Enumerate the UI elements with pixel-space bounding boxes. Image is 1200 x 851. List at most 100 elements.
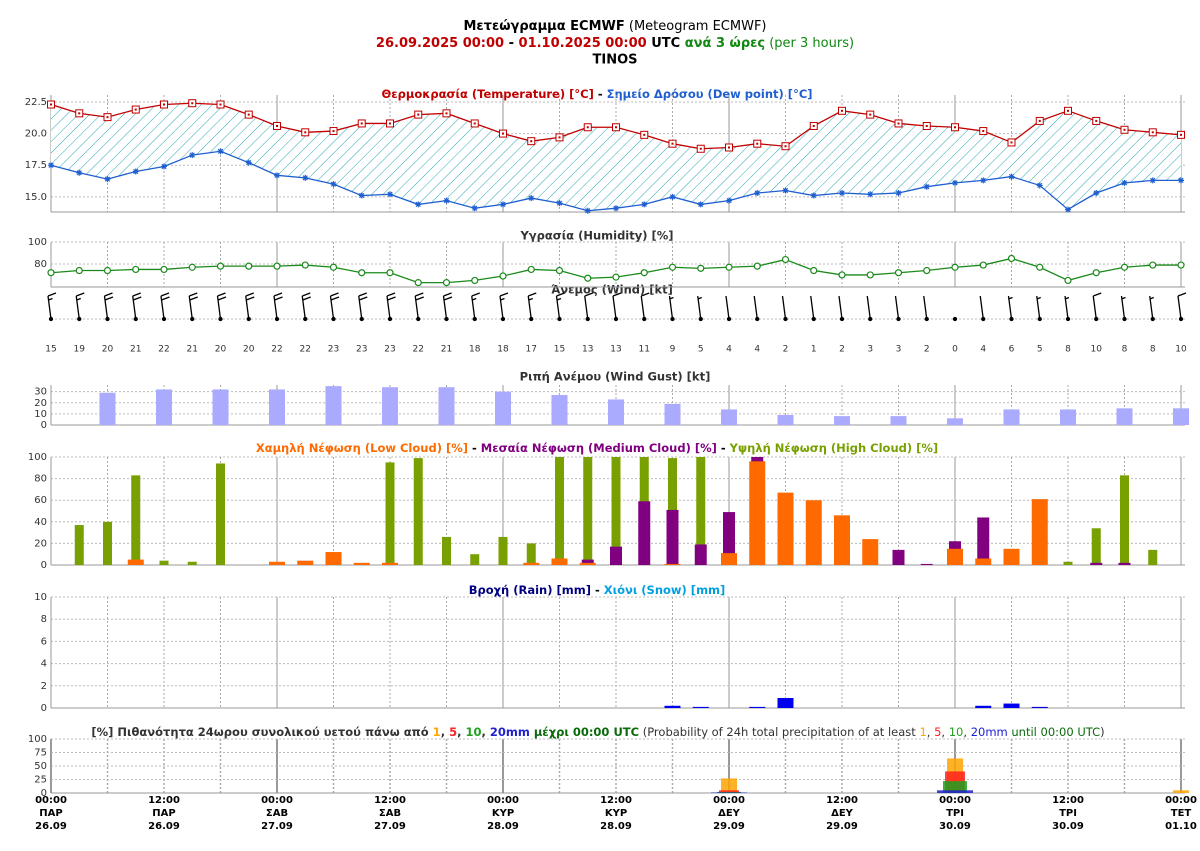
panel-title: Θερμοκρασία (Temperature) [°C] - Σημείο … <box>381 87 812 101</box>
barb-flag <box>669 296 674 300</box>
wind-speed-label: 23 <box>384 345 395 355</box>
barb-flag <box>245 292 254 297</box>
bar <box>385 462 395 565</box>
wind-speed-label: 4 <box>726 345 732 355</box>
bar <box>325 552 342 565</box>
barb-flag <box>132 292 141 297</box>
marker <box>188 263 196 271</box>
marker <box>329 263 338 271</box>
bar <box>1063 561 1073 565</box>
bar <box>975 558 992 565</box>
bar <box>551 558 568 565</box>
marker <box>641 201 648 208</box>
marker <box>357 119 366 128</box>
wind-speed-label: 22 <box>158 345 169 355</box>
bar <box>717 791 741 793</box>
y-tick-label: 0 <box>41 703 47 714</box>
marker <box>612 273 620 281</box>
bar <box>127 559 144 565</box>
marker <box>527 137 536 146</box>
marker <box>1093 190 1100 197</box>
barb-flag <box>528 297 533 301</box>
marker <box>1092 269 1100 277</box>
marker <box>697 201 704 208</box>
y-tick-label: 8 <box>41 614 47 625</box>
wind-barb <box>952 316 958 322</box>
marker-dot <box>78 112 81 115</box>
wind-barb <box>1092 292 1102 322</box>
x-tick-label: 30.09 <box>1052 821 1084 832</box>
wind-speed-label: 22 <box>300 345 311 355</box>
barb-flag <box>160 292 170 297</box>
wind-barb <box>640 292 650 322</box>
barb-flag <box>1064 296 1070 300</box>
panel-title: Χαμηλή Νέφωση (Low Cloud) [%] - Μεσαία Ν… <box>256 441 938 455</box>
y-tick-label: 17.5 <box>25 160 47 171</box>
bar <box>216 463 225 565</box>
bar <box>325 386 342 425</box>
bar <box>1003 703 1020 708</box>
bar <box>862 539 879 565</box>
wind-barb <box>301 292 311 322</box>
marker <box>725 143 733 152</box>
marker-dot <box>1180 133 1182 136</box>
wind-speed-label: 0 <box>952 345 958 355</box>
marker <box>245 159 252 166</box>
marker-dot <box>191 102 194 105</box>
barb-flag <box>500 297 505 301</box>
marker <box>1035 116 1044 125</box>
marker-dot <box>389 122 391 125</box>
marker <box>500 201 506 208</box>
wind-speed-label: 4 <box>754 345 760 355</box>
wind-speed-label: 15 <box>554 345 565 355</box>
wind-speed-label: 21 <box>441 345 452 355</box>
marker <box>1149 261 1157 269</box>
wind-speed-label: 20 <box>243 345 255 355</box>
marker-dot <box>841 109 843 112</box>
marker <box>499 129 507 138</box>
wind-barb <box>386 292 396 322</box>
wind-speed-label: 9 <box>670 345 676 355</box>
bar <box>721 778 737 793</box>
wind-barb <box>1007 295 1014 322</box>
bar <box>1148 549 1158 565</box>
marker <box>414 279 422 287</box>
marker <box>555 133 564 142</box>
barb-staff <box>781 295 787 320</box>
marker <box>980 177 987 184</box>
barb-flag <box>443 292 452 297</box>
barb-staff <box>1177 295 1182 320</box>
marker <box>584 207 591 214</box>
wind-speed-label: 23 <box>356 345 367 355</box>
wind-barb <box>1036 295 1042 322</box>
marker <box>104 176 111 183</box>
barb-staff <box>838 295 843 320</box>
marker-dot <box>219 103 222 106</box>
y-tick-label: 60 <box>34 495 47 506</box>
barb-flag <box>104 292 113 297</box>
wind-speed-label: 13 <box>582 345 593 355</box>
marker <box>76 169 83 176</box>
barb-flag <box>1036 296 1041 300</box>
bar <box>721 409 737 425</box>
wind-barb <box>527 292 537 322</box>
barb-flag <box>246 296 255 301</box>
wind-barb <box>414 292 424 322</box>
y-tick-label: 25 <box>34 775 47 786</box>
panel-title: [%] Πιθανότητα 24ωρου συνολικού υετού πά… <box>91 725 1104 739</box>
marker <box>471 276 479 285</box>
marker <box>782 187 789 194</box>
marker <box>952 179 958 186</box>
marker <box>273 121 281 130</box>
wind-speed-label: 22 <box>413 345 424 355</box>
marker <box>358 269 366 277</box>
wind-barb <box>810 295 816 322</box>
bar <box>610 546 622 565</box>
wind-barb <box>612 292 622 322</box>
marker <box>442 109 451 118</box>
x-tick-label: 27.09 <box>374 821 406 832</box>
bar <box>1031 706 1048 708</box>
x-tick-label: 28.09 <box>487 821 519 832</box>
x-tick-label: 00:00 <box>35 795 67 806</box>
bar <box>611 457 621 565</box>
